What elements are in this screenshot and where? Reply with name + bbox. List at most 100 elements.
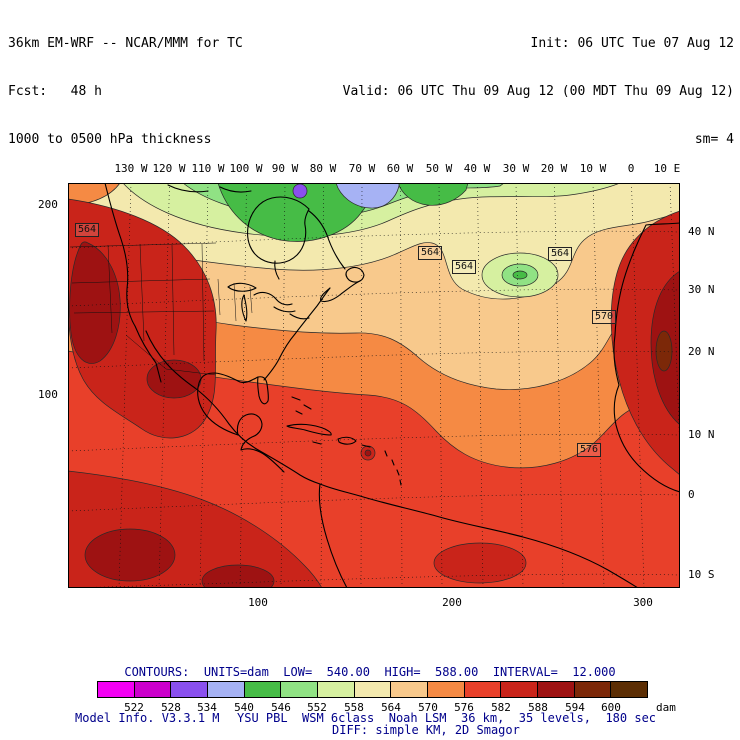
- colorbar-tick: 552: [307, 701, 327, 714]
- lon-tick: 30 W: [502, 162, 530, 175]
- field-title: 1000 to 0500 hPa thickness: [8, 132, 212, 147]
- colorbar-tick: 558: [344, 701, 364, 714]
- colorbar-cell: [463, 682, 501, 697]
- colorbar-tick: 546: [271, 701, 291, 714]
- colorbar-tick: 600: [601, 701, 621, 714]
- lon-tick: 110 W: [191, 162, 225, 175]
- lat-tick: 30 N: [688, 283, 715, 296]
- coast-gulf-of-mexico: [197, 372, 259, 436]
- colorbar-cell: [537, 682, 574, 697]
- lon-tick: 60 W: [386, 162, 414, 175]
- lon-tick: 90 W: [271, 162, 299, 175]
- lon-tick: 0: [627, 162, 635, 175]
- model-info: Model Info. V3.3.1 M: [75, 711, 220, 725]
- coast-cuba: [286, 423, 332, 436]
- contour-value-label: 564: [452, 260, 477, 274]
- colorbar-cell: [500, 682, 538, 697]
- lon-tick: 10 E: [653, 162, 681, 175]
- lon-tick: 40 W: [463, 162, 491, 175]
- colorbar-tick: 594: [565, 701, 585, 714]
- colorbar-cell: [317, 682, 354, 697]
- coast-james-bay: [274, 260, 280, 280]
- lon-tick: 120 W: [152, 162, 186, 175]
- colorbar-cell: [133, 682, 171, 697]
- fill-indigo-dot: [292, 183, 308, 199]
- lat-tick: 40 N: [688, 225, 715, 238]
- map-frame: [68, 183, 680, 588]
- lon-tick: 100 W: [229, 162, 263, 175]
- init-time: Init: 06 UTC Tue 07 Aug 12: [530, 36, 735, 51]
- valid-time: Valid: 06 UTC Thu 09 Aug 12 (00 MDT Thu …: [342, 84, 734, 99]
- coast-hudson-bay: [247, 196, 310, 264]
- lat-tick: 10 N: [688, 428, 715, 441]
- contour-value-label: 564: [548, 247, 573, 261]
- colorbar-tick: 582: [491, 701, 511, 714]
- colorbar-tick: 576: [454, 701, 474, 714]
- diffusion-options: DIFF: simple KM, 2D Smagor: [332, 723, 520, 737]
- forecast-hour: Fcst: 48 h: [8, 84, 102, 99]
- coast-northeast-canada: [320, 280, 361, 303]
- colorbar-cell: [353, 682, 391, 697]
- colorbar-cell: [573, 682, 611, 697]
- colorbar-cell: [427, 682, 464, 697]
- colorbar-tick: 522: [124, 701, 144, 714]
- colorbar-tick: 534: [197, 701, 217, 714]
- fill-africa-brown: [655, 330, 673, 372]
- contours-summary: CONTOURS: UNITS=dam LOW= 540.00 HIGH= 58…: [124, 665, 616, 679]
- colorbar-cell: [243, 682, 281, 697]
- coast-great-lakes: [227, 282, 310, 322]
- model-title: 36km EM-WRF -- NCAR/MMM for TC: [8, 36, 243, 51]
- smoothing: sm= 4: [694, 132, 734, 147]
- colorbar-tick: 588: [528, 701, 548, 714]
- header-left: 36km EM-WRF -- NCAR/MMM for TC Fcst: 48 …: [8, 4, 243, 180]
- coast-southamerica-pacific: [318, 483, 348, 588]
- coast-arctic: [167, 184, 252, 193]
- fill-west-maroon-coastal: [69, 241, 121, 364]
- colorbar-unit: dam: [656, 701, 676, 714]
- colorbar-tick: 564: [381, 701, 401, 714]
- grid-x-tick: 200: [442, 596, 462, 609]
- coast-florida: [257, 376, 269, 405]
- coast-bahamas: [291, 396, 312, 415]
- coast-newfoundland: [345, 266, 365, 283]
- colorbar-tick: 570: [418, 701, 438, 714]
- coast-labrador: [308, 210, 346, 270]
- coastlines: [104, 183, 680, 588]
- colorbar-tick: 540: [234, 701, 254, 714]
- colorbar: [97, 681, 648, 698]
- contour-value-label: 564: [75, 223, 100, 237]
- political-borders: [69, 242, 253, 376]
- coast-lesser-antilles: [384, 450, 402, 486]
- grid-y-tick: 200: [38, 198, 58, 211]
- fill-southwest-maroon-a: [84, 528, 176, 582]
- coast-jamaica: [312, 441, 322, 445]
- fill-regions: [68, 183, 680, 588]
- colorbar-tick: 528: [161, 701, 181, 714]
- header-right: Init: 06 UTC Tue 07 Aug 12 Valid: 06 UTC…: [343, 4, 734, 180]
- latlon-grid: [68, 183, 680, 588]
- fill-tc-maroon: [364, 449, 372, 457]
- fill-africa-darkred: [610, 210, 680, 476]
- colorbar-cell: [280, 682, 318, 697]
- fill-green-east: [397, 183, 469, 206]
- lat-tick: 20 N: [688, 345, 715, 358]
- fill-periwinkle-patch: [335, 183, 400, 209]
- colorbar-cell: [207, 682, 244, 697]
- lon-tick: 20 W: [540, 162, 568, 175]
- lat-tick: 10 S: [688, 568, 715, 581]
- fill-southam-darkred: [433, 542, 527, 584]
- fill-cutoff-core: [512, 270, 528, 280]
- thickness-map: [68, 183, 680, 588]
- coast-yucatan-honduras: [236, 413, 285, 473]
- colorbar-cell: [390, 682, 428, 697]
- colorbar-cell: [98, 682, 134, 697]
- coast-west-north-america: [104, 183, 162, 383]
- grid-y-tick: 100: [38, 388, 58, 401]
- physics-options: YSU PBL WSM 6class Noah LSM 36 km, 35 le…: [237, 711, 657, 725]
- grid-x-tick: 300: [633, 596, 653, 609]
- lon-tick: 80 W: [309, 162, 337, 175]
- colorbar-cell: [610, 682, 648, 697]
- lat-tick: 0: [688, 488, 695, 501]
- coast-gulf-of-california: [145, 330, 196, 389]
